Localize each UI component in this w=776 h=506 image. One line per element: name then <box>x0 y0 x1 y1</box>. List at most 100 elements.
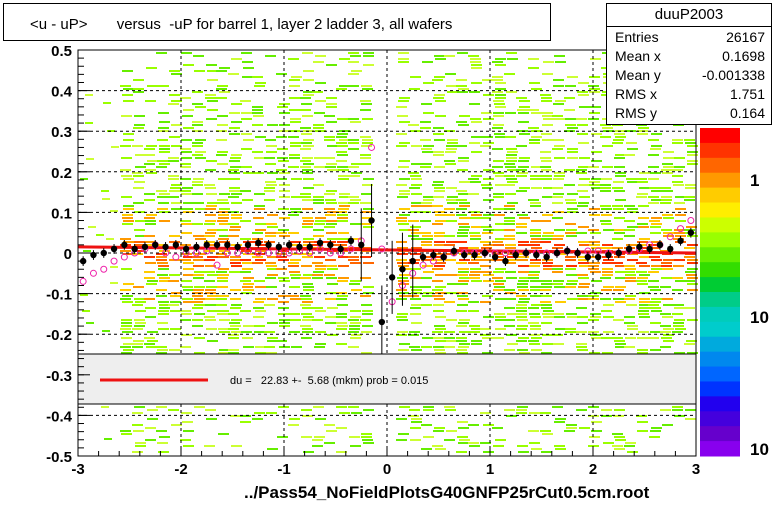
histogram-cell <box>398 58 409 60</box>
histogram-cell <box>396 241 407 243</box>
histogram-cell <box>444 331 455 333</box>
histogram-cell <box>626 244 637 246</box>
histogram-cell <box>132 328 143 330</box>
histogram-cell <box>554 286 565 288</box>
histogram-cell <box>457 436 468 438</box>
histogram-cell <box>216 253 227 255</box>
histogram-cell <box>254 280 265 282</box>
histogram-cell <box>589 184 600 186</box>
histogram-cell <box>614 232 625 234</box>
histogram-cell <box>542 124 553 126</box>
histogram-cell <box>506 157 517 159</box>
histogram-cell <box>398 61 409 63</box>
histogram-cell <box>672 139 683 141</box>
histogram-cell <box>444 301 455 303</box>
histogram-cell <box>516 412 527 414</box>
histogram-cell <box>397 331 408 333</box>
histogram-cell <box>399 160 410 162</box>
histogram-cell <box>483 199 494 201</box>
histogram-cell <box>516 295 527 297</box>
histogram-cell <box>291 277 302 279</box>
histogram-cell <box>230 298 241 300</box>
histogram-cell <box>506 259 517 261</box>
histogram-cell <box>531 247 542 249</box>
histogram-cell <box>194 337 205 339</box>
histogram-cell <box>301 337 312 339</box>
histogram-cell <box>519 217 530 219</box>
histogram-cell <box>168 160 179 162</box>
histogram-cell <box>518 280 529 282</box>
histogram-cell <box>579 196 590 198</box>
profile-point <box>450 247 458 255</box>
histogram-cell <box>661 229 672 231</box>
histogram-cell <box>531 238 542 240</box>
histogram-cell <box>122 223 133 225</box>
histogram-cell <box>123 253 134 255</box>
open-marker <box>666 233 674 241</box>
histogram-cell <box>312 439 323 441</box>
histogram-cell <box>516 304 527 306</box>
histogram-cell <box>303 220 314 222</box>
histogram-cell <box>506 334 517 336</box>
histogram-cell <box>291 346 302 348</box>
histogram-cell <box>601 415 612 417</box>
histogram-cell <box>543 268 554 270</box>
histogram-cell <box>543 61 554 63</box>
open-marker <box>110 257 118 265</box>
histogram-cell <box>661 265 672 267</box>
histogram-cell <box>336 88 347 90</box>
histogram-cell <box>469 277 480 279</box>
histogram-cell <box>480 241 491 243</box>
histogram-cell <box>614 190 625 192</box>
histogram-cell <box>674 319 685 321</box>
histogram-cell <box>434 427 445 429</box>
histogram-cell <box>277 436 288 438</box>
histogram-cell <box>111 146 119 148</box>
histogram-cell <box>446 319 457 321</box>
histogram-cell <box>159 193 170 195</box>
histogram-cell <box>300 127 311 129</box>
histogram-cell <box>207 340 218 342</box>
histogram-cell <box>480 145 491 147</box>
histogram-cell <box>240 100 251 102</box>
histogram-cell <box>267 268 278 270</box>
histogram-cell <box>613 208 624 210</box>
histogram-cell <box>651 427 662 429</box>
histogram-cell <box>216 130 227 132</box>
histogram-cell <box>362 217 373 219</box>
histogram-cell <box>603 229 614 231</box>
histogram-cell <box>156 166 167 168</box>
histogram-cell <box>192 319 203 321</box>
histogram-cell <box>435 448 446 450</box>
histogram-cell <box>639 187 650 189</box>
histogram-cell <box>663 217 674 219</box>
histogram-cell <box>240 271 251 273</box>
histogram-cell <box>349 175 360 177</box>
histogram-cell <box>396 184 407 186</box>
histogram-cell <box>106 238 114 240</box>
histogram-cell <box>675 280 686 282</box>
histogram-cell <box>303 241 314 243</box>
histogram-cell <box>217 220 228 222</box>
histogram-cell <box>303 94 314 96</box>
histogram-cell <box>530 202 541 204</box>
histogram-cell <box>219 241 230 243</box>
histogram-cell <box>302 319 313 321</box>
histogram-cell <box>135 442 146 444</box>
histogram-cell <box>240 310 251 312</box>
histogram-cell <box>411 247 422 249</box>
histogram-cell <box>216 139 227 141</box>
histogram-cell <box>180 148 191 150</box>
histogram-cell <box>552 202 563 204</box>
histogram-cell <box>313 61 324 63</box>
histogram-cell <box>181 334 192 336</box>
histogram-cell <box>158 313 169 315</box>
histogram-cell <box>516 226 527 228</box>
histogram-cell <box>207 229 218 231</box>
histogram-cell <box>468 178 479 180</box>
histogram-cell <box>180 259 191 261</box>
histogram-cell <box>434 244 445 246</box>
histogram-cell <box>672 289 683 291</box>
histogram-cell <box>615 346 626 348</box>
profile-point <box>100 249 107 257</box>
